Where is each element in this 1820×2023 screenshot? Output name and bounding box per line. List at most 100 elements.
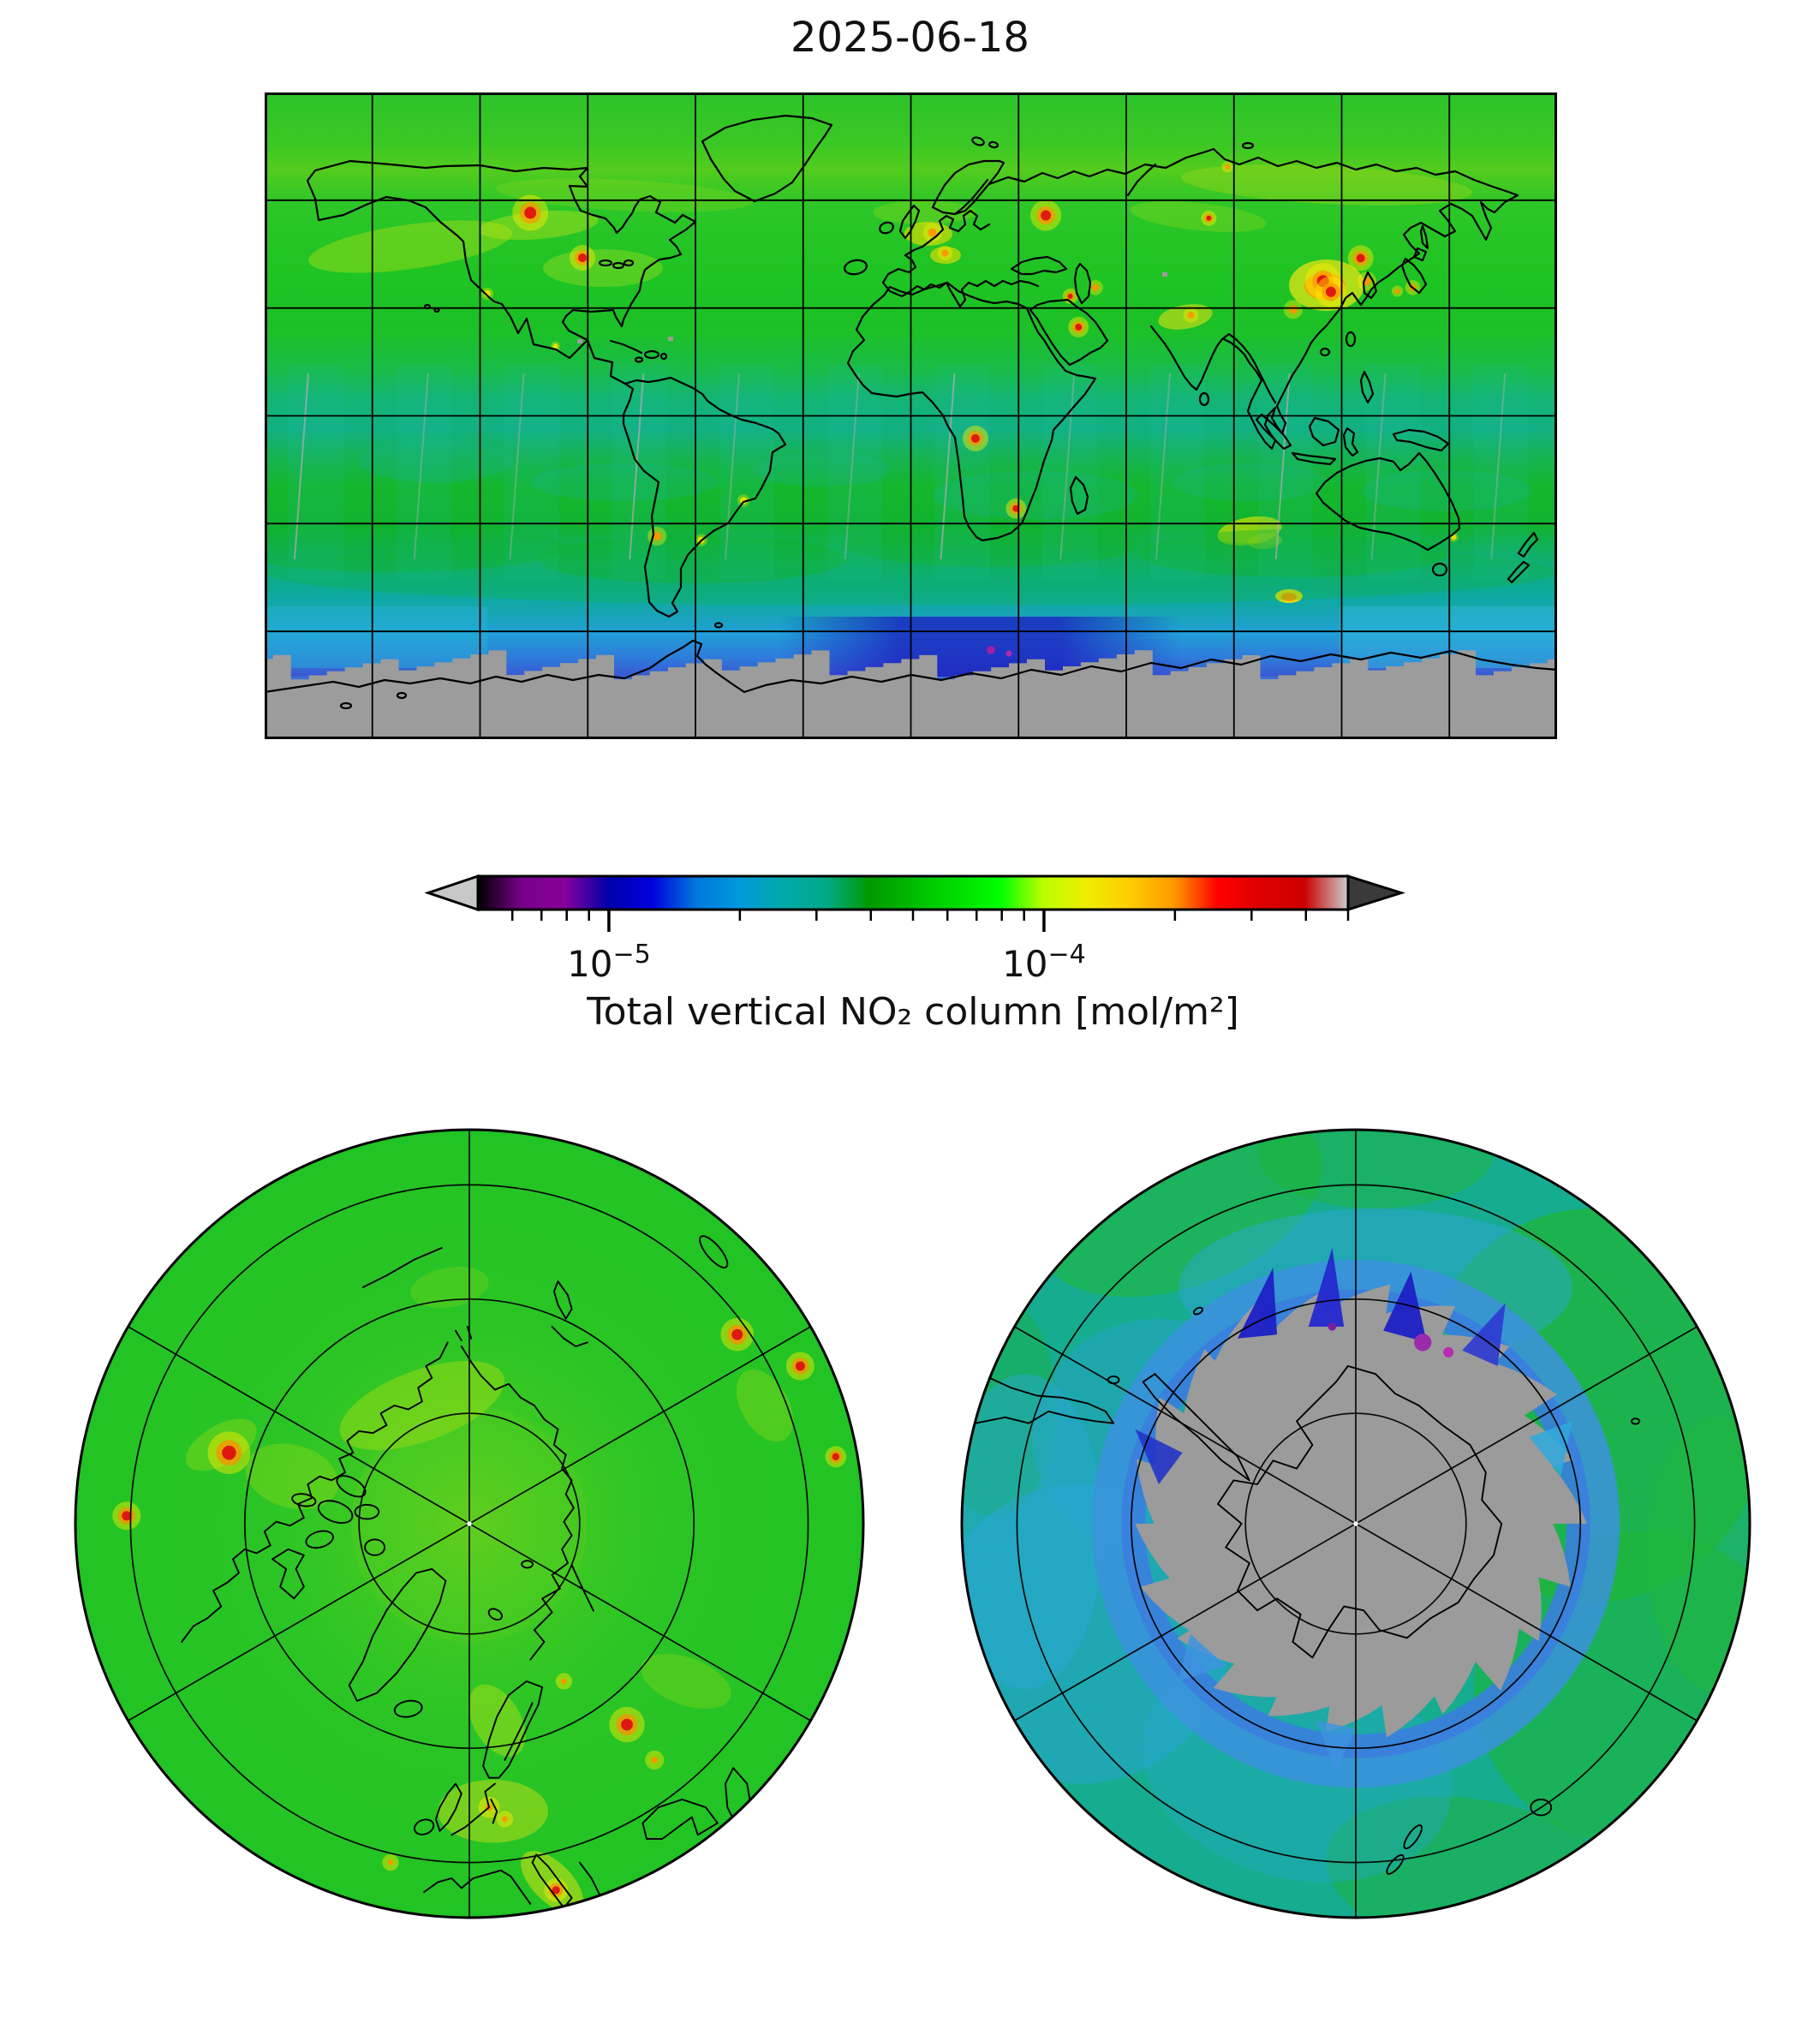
pole-center-dot [1353,1521,1358,1526]
polar-border [74,1128,865,1919]
swath-wedge [1383,1271,1427,1343]
missing-data-speck [577,339,582,343]
hotspot [1315,276,1346,307]
pole-center-dot [467,1521,472,1526]
hotspot [1357,272,1376,291]
hotspot [1068,316,1089,337]
coastline [1517,531,1539,558]
coastline [1342,427,1359,457]
swath-wedge [1462,1303,1506,1366]
island-outline [971,136,985,146]
colorbar-tick-label: 10−5 [567,940,651,985]
colorbar-panel: 10−5 10−4 Total vertical NO₂ column [mol/… [424,874,1405,1034]
island-outline [879,221,894,235]
coastline [306,159,627,385]
coastline [363,1248,442,1287]
coastline [1359,370,1375,404]
island-outline [304,1528,335,1550]
island-outline [643,349,660,360]
coastline [1069,475,1089,516]
cyan-overlay-left [265,606,487,668]
coastline [580,1863,600,1895]
island-outline [612,261,625,270]
hotspot [937,245,953,261]
hotspot [1183,307,1199,323]
hotspot [1030,200,1062,231]
orbital-swath-bands [289,365,1529,579]
island-outline [355,1505,379,1519]
coastline [1402,194,1519,255]
coastline [462,1346,574,1660]
north-polar-panel [74,1128,865,1919]
island-outline [634,356,644,363]
hotspot [1347,245,1374,272]
no-data-gray-core [1135,1284,1587,1738]
coastline [642,1799,717,1839]
island-outline [1531,1799,1551,1815]
hotspot [512,194,549,231]
coastline [1362,271,1378,300]
coastline [504,1703,532,1760]
island-outline [1241,141,1255,150]
coastline [881,254,917,298]
coastline [953,178,989,216]
purple-low-value-speck [1328,1322,1336,1331]
coastline [904,214,960,257]
island-outline [623,259,635,267]
coastline [1308,416,1340,447]
coastline [1073,262,1092,305]
coastline [1222,291,1363,451]
missing-data-speck [1162,272,1167,277]
coastline [1419,224,1429,250]
island-outline [393,1698,423,1719]
hotspot [962,425,988,451]
swath-wedge [1316,1721,1356,1772]
south-polar-panel [960,1128,1751,1919]
island-outline [582,1908,594,1916]
coastline [1029,298,1109,367]
island-outline [598,259,613,267]
island-outline [695,1232,731,1272]
island-outline [333,1471,368,1501]
coastline [483,1681,542,1778]
island-outline [315,1496,355,1527]
map-border [265,92,1557,739]
coastline [462,1871,531,1904]
coastlines [265,114,1557,710]
island-outline [1632,1418,1639,1423]
colorbar-over-arrow [1346,874,1405,912]
coastline [1218,1366,1501,1657]
swath-wedge [1308,1248,1345,1327]
coastline [1291,451,1337,466]
coastline [349,1569,446,1701]
coastline [1010,255,1068,276]
coastline [572,1565,594,1610]
purple-low-value-speck [1443,1346,1454,1358]
missing-data-speck [668,337,673,341]
coastline [1143,1374,1250,1480]
island-outline [412,1817,435,1836]
island-outline [1319,347,1331,357]
purple-low-value-speck [987,646,995,654]
island-outline [486,1607,504,1622]
graticule [265,92,1557,739]
hotspot [1221,161,1233,173]
swath-wedge [1238,1268,1277,1339]
coastline [1507,560,1531,584]
coastline [609,339,643,355]
coastline [561,166,697,342]
hotspot [1283,300,1303,319]
island-outline [1198,391,1210,407]
coastline [182,1342,448,1642]
coastline [931,159,1005,216]
island-outline [988,140,1000,149]
island-outline [1345,331,1357,348]
hotspot [569,244,595,271]
hotspot [480,287,494,301]
hotspot [1088,279,1103,295]
island-outline [1401,1823,1425,1851]
coastline [436,1784,462,1831]
purple-low-value-speck [1414,1334,1432,1352]
global-map-panel [265,92,1557,739]
coastline [1255,413,1292,451]
